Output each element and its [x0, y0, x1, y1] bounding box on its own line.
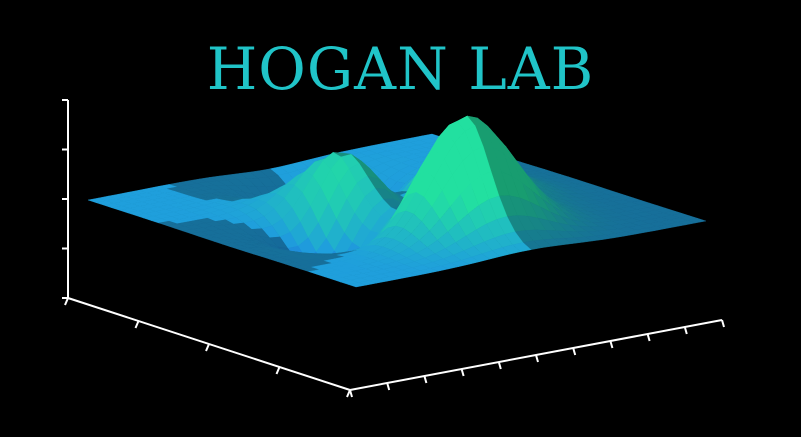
floor-right-tick — [721, 319, 725, 328]
floor-left-tick — [205, 343, 210, 352]
floor-right-tick — [423, 375, 428, 384]
floor-right-tick — [646, 333, 651, 342]
floor-left-tick — [134, 320, 140, 329]
surface-mesh — [87, 115, 707, 288]
page-title: HOGAN LAB — [206, 35, 595, 103]
floor-right-tick — [609, 340, 614, 349]
floor-right-tick — [497, 361, 502, 370]
floor-right-tick — [683, 326, 688, 335]
floor-right-tick — [460, 368, 465, 377]
floor-left-tick — [64, 297, 69, 306]
floor-left-tick — [275, 366, 281, 375]
floor-right-tick — [535, 354, 539, 363]
surface-patch — [348, 282, 367, 288]
floor-right-tick — [572, 347, 577, 356]
plot-axes — [62, 99, 725, 398]
floor-right-tick — [349, 389, 353, 398]
axis-ticks — [62, 99, 725, 398]
floor-right-tick — [386, 382, 391, 391]
